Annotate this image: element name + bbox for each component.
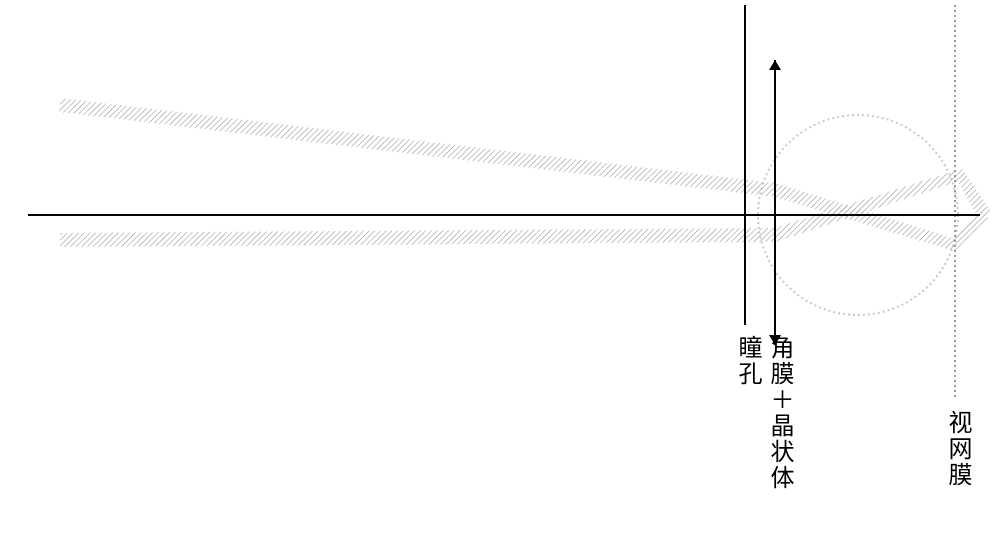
label-retina: 视网膜 — [940, 410, 975, 488]
label-cornea-lens: 角膜＋晶状体 — [762, 335, 797, 491]
diagram-stage: 瞳孔 角膜＋晶状体 视网膜 — [0, 0, 1000, 543]
diagram-svg — [0, 0, 1000, 543]
label-pupil: 瞳孔 — [730, 335, 765, 387]
